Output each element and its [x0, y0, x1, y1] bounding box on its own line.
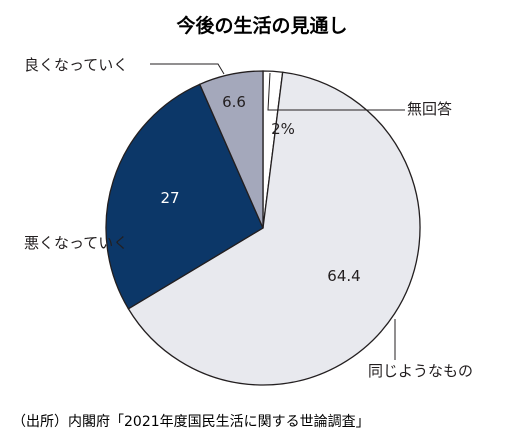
category-label-same: 同じようなもの — [368, 362, 473, 380]
slice-labels: 2% 無回答 64.4 同じようなもの 27 悪くなっていく 6.6 良くなっていく — [24, 56, 473, 380]
chart-title: 今後の生活の見通し — [175, 14, 347, 37]
pie-slices — [105, 70, 421, 386]
category-label-no-answer: 無回答 — [407, 100, 452, 118]
value-label-better: 6.6 — [222, 93, 246, 111]
pie-slice-same — [127, 71, 421, 386]
pie-slice-better — [198, 70, 264, 229]
source-note: （出所）内閣府「2021年度国民生活に関する世論調査」 — [12, 414, 370, 430]
category-label-better: 良くなっていく — [24, 56, 128, 74]
leader-line-better — [150, 63, 225, 75]
value-label-worse: 27 — [160, 189, 179, 207]
value-label-same: 64.4 — [327, 267, 360, 285]
category-label-worse: 悪くなっていく — [24, 234, 128, 252]
value-label-no-answer: 2% — [271, 120, 295, 138]
leader-lines — [150, 63, 405, 360]
leader-line-no-answer — [267, 72, 405, 111]
